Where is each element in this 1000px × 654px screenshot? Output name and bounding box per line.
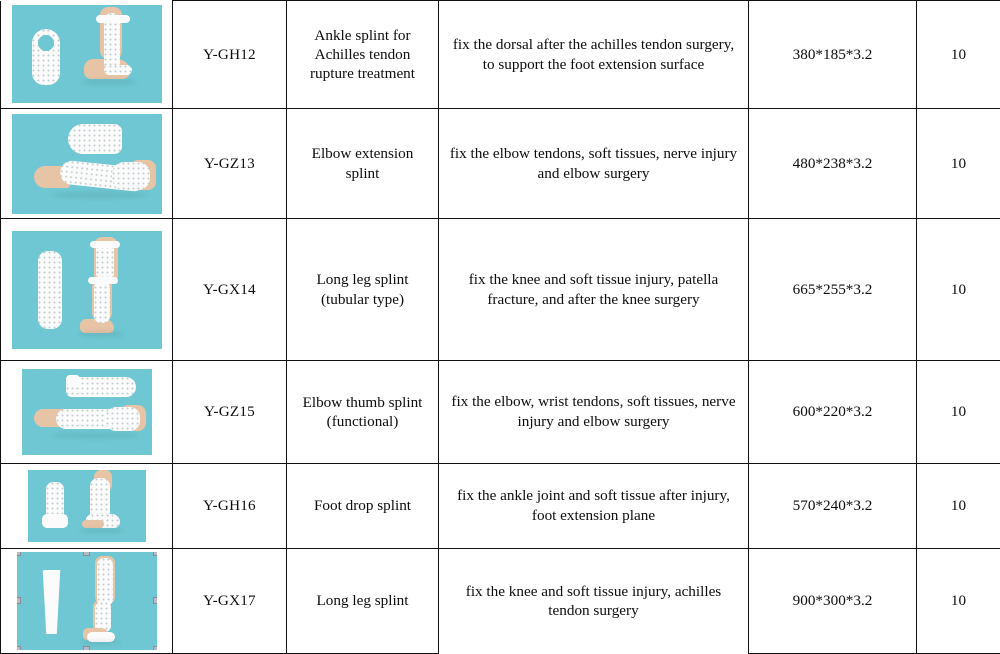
quantity-value: 10 xyxy=(917,587,1000,614)
table-row: Y-GH12 Ankle splint for Achilles tendon … xyxy=(1,1,1000,109)
product-name-value: Foot drop splint xyxy=(287,492,438,519)
quantity-value: 10 xyxy=(917,41,1000,68)
foot-drop-splint-photo xyxy=(28,470,146,542)
description-value: fix the elbow, wrist tendons, soft tissu… xyxy=(439,388,748,436)
selection-handle-top-right[interactable] xyxy=(153,552,157,556)
size-cell: 600*220*3.2 xyxy=(749,361,917,464)
description-value: fix the knee and soft tissue injury, ach… xyxy=(439,578,748,626)
size-cell: 480*238*3.2 xyxy=(749,109,917,219)
photo-wrap xyxy=(1,5,172,103)
product-name-value: Ankle splint for Achilles tendon rupture… xyxy=(287,22,438,87)
model-value: Y-GZ13 xyxy=(173,150,286,177)
long-leg-splint-tubular-photo xyxy=(12,231,162,349)
quantity-value: 10 xyxy=(917,398,1000,425)
product-name-value: Elbow extension splint xyxy=(287,140,438,186)
model-value: Y-GH16 xyxy=(173,492,286,519)
product-name-cell: Ankle splint for Achilles tendon rupture… xyxy=(287,1,439,109)
elbow-thumb-splint-photo xyxy=(22,369,152,455)
selection-handle-top-left[interactable] xyxy=(17,552,21,556)
size-cell: 380*185*3.2 xyxy=(749,1,917,109)
long-leg-splint-photo[interactable] xyxy=(17,552,157,650)
model-value: Y-GZ15 xyxy=(173,398,286,425)
photo-wrap xyxy=(1,231,172,349)
model-value: Y-GX14 xyxy=(173,276,286,303)
description-value: fix the ankle joint and soft tissue afte… xyxy=(439,482,748,530)
photo-wrap xyxy=(1,470,172,542)
selection-handle-top-center[interactable] xyxy=(83,552,90,556)
size-value: 570*240*3.2 xyxy=(749,492,916,519)
photo-wrap xyxy=(1,552,172,650)
size-value: 900*300*3.2 xyxy=(749,587,916,614)
selection-handle-bottom-left[interactable] xyxy=(17,646,21,650)
product-name-value: Long leg splint xyxy=(287,587,438,614)
table-row: Y-GZ13 Elbow extension splint fix the el… xyxy=(1,109,1000,219)
selection-handle-middle-right[interactable] xyxy=(153,597,157,604)
quantity-cell: 10 xyxy=(917,549,1000,654)
size-value: 665*255*3.2 xyxy=(749,276,916,303)
model-cell: Y-GX14 xyxy=(173,219,287,361)
model-cell: Y-GZ15 xyxy=(173,361,287,464)
product-name-value: Long leg splint (tubular type) xyxy=(287,266,438,312)
quantity-cell: 10 xyxy=(917,219,1000,361)
product-name-cell: Foot drop splint xyxy=(287,464,439,549)
model-cell: Y-GH12 xyxy=(173,1,287,109)
table-row: Y-GX17 Long leg splint fix the knee and … xyxy=(1,549,1000,654)
model-cell: Y-GH16 xyxy=(173,464,287,549)
product-image-cell xyxy=(1,109,173,219)
product-image-cell xyxy=(1,219,173,361)
quantity-cell: 10 xyxy=(917,361,1000,464)
description-cell: fix the elbow tendons, soft tissues, ner… xyxy=(439,109,749,219)
product-name-cell: Elbow thumb splint (functional) xyxy=(287,361,439,464)
model-value: Y-GH12 xyxy=(173,41,286,68)
description-cell: fix the dorsal after the achilles tendon… xyxy=(439,1,749,109)
photo-wrap xyxy=(1,369,172,455)
model-cell: Y-GZ13 xyxy=(173,109,287,219)
quantity-value: 10 xyxy=(917,276,1000,303)
description-cell: fix the ankle joint and soft tissue afte… xyxy=(439,464,749,549)
size-cell: 665*255*3.2 xyxy=(749,219,917,361)
product-name-cell: Long leg splint (tubular type) xyxy=(287,219,439,361)
product-image-cell xyxy=(1,464,173,549)
ankle-splint-photo xyxy=(12,5,162,103)
model-cell: Y-GX17 xyxy=(173,549,287,654)
product-name-cell: Long leg splint xyxy=(287,549,439,654)
quantity-cell: 10 xyxy=(917,464,1000,549)
product-name-cell: Elbow extension splint xyxy=(287,109,439,219)
selection-handle-bottom-right[interactable] xyxy=(153,646,157,650)
product-image-cell xyxy=(1,361,173,464)
description-cell: fix the knee and soft tissue injury, pat… xyxy=(439,219,749,361)
size-value: 380*185*3.2 xyxy=(749,41,916,68)
photo-wrap xyxy=(1,114,172,214)
table-row: Y-GZ15 Elbow thumb splint (functional) f… xyxy=(1,361,1000,464)
description-value: fix the knee and soft tissue injury, pat… xyxy=(439,266,748,314)
quantity-cell: 10 xyxy=(917,109,1000,219)
size-value: 600*220*3.2 xyxy=(749,398,916,425)
size-cell: 570*240*3.2 xyxy=(749,464,917,549)
selection-handle-bottom-center[interactable] xyxy=(83,646,90,650)
quantity-cell: 10 xyxy=(917,1,1000,109)
product-image-cell xyxy=(1,1,173,109)
description-value: fix the elbow tendons, soft tissues, ner… xyxy=(439,140,748,188)
quantity-value: 10 xyxy=(917,492,1000,519)
elbow-extension-splint-photo xyxy=(12,114,162,214)
quantity-value: 10 xyxy=(917,150,1000,177)
size-value: 480*238*3.2 xyxy=(749,150,916,177)
product-image-cell xyxy=(1,549,173,654)
selection-handle-middle-left[interactable] xyxy=(17,597,21,604)
product-name-value: Elbow thumb splint (functional) xyxy=(287,389,438,435)
model-value: Y-GX17 xyxy=(173,587,286,614)
description-cell: fix the elbow, wrist tendons, soft tissu… xyxy=(439,361,749,464)
table-row: Y-GX14 Long leg splint (tubular type) fi… xyxy=(1,219,1000,361)
description-value: fix the dorsal after the achilles tendon… xyxy=(439,31,748,79)
description-cell: fix the knee and soft tissue injury, ach… xyxy=(439,549,749,654)
table-row: Y-GH16 Foot drop splint fix the ankle jo… xyxy=(1,464,1000,549)
size-cell: 900*300*3.2 xyxy=(749,549,917,654)
